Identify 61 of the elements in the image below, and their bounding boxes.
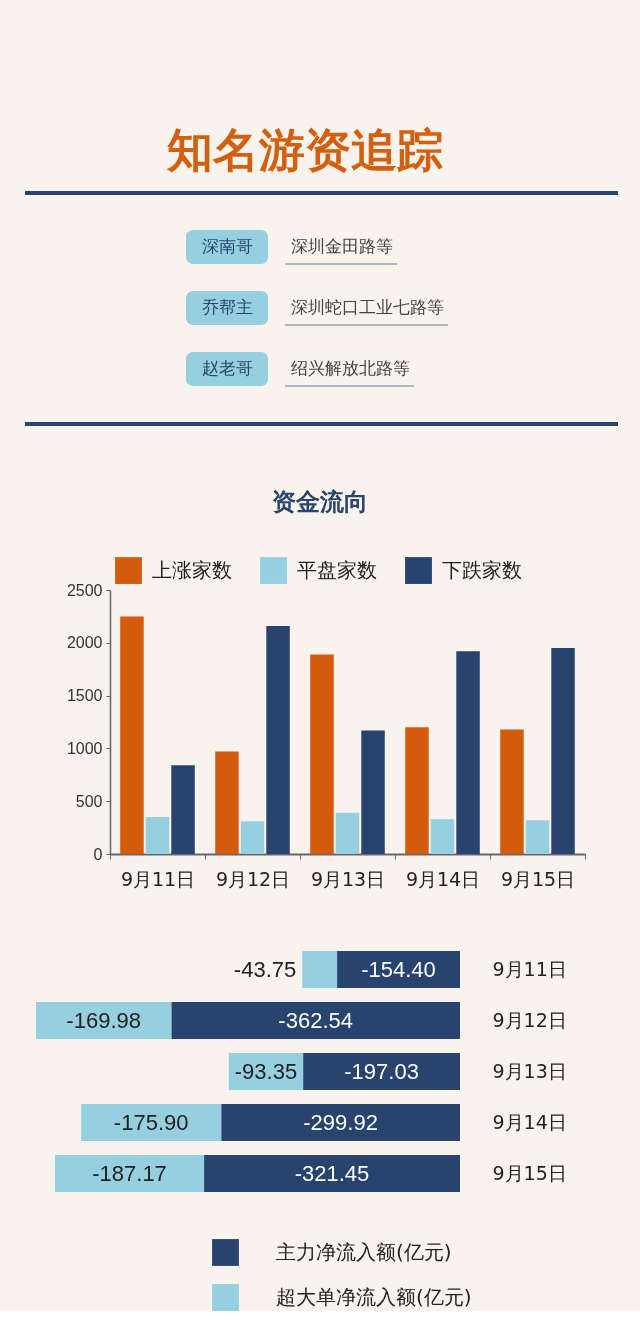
y-tick-label: 2000	[66, 634, 103, 652]
bar	[171, 1002, 460, 1039]
y-tick-label: 1500	[66, 687, 103, 705]
y-tick-label: 9月15日	[492, 1161, 567, 1184]
bar	[430, 819, 455, 854]
legend-label: 超大单净流入额(亿元)	[276, 1284, 472, 1309]
bar	[55, 1155, 205, 1192]
text: 赵老哥	[201, 358, 253, 378]
data-label: -43.75	[233, 956, 297, 982]
x-tick-label: 9月13日	[310, 867, 386, 890]
bar	[221, 1104, 460, 1141]
chart-title: 资金流向	[272, 488, 368, 516]
bar	[310, 654, 334, 854]
bar	[456, 651, 480, 854]
bar	[303, 1053, 460, 1090]
text: 知名游资追踪	[166, 123, 443, 177]
y-tick-label: 1000	[66, 739, 103, 757]
bar	[500, 729, 524, 854]
y-tick-label: 9月11日	[492, 957, 567, 980]
text: 深南哥	[201, 236, 253, 256]
bar	[302, 951, 338, 988]
data-label: -93.35	[234, 1058, 298, 1084]
bar	[335, 812, 360, 854]
text: 深圳蛇口工业七路等	[291, 297, 444, 317]
bar	[204, 1155, 460, 1192]
data-label: -362.54	[278, 1007, 353, 1033]
x-tick-label: 9月12日	[215, 867, 291, 890]
bar	[171, 765, 195, 854]
bar	[337, 951, 460, 988]
data-label: -154.40	[361, 956, 436, 982]
y-tick-label: 500	[75, 792, 103, 810]
data-label: -187.17	[92, 1160, 167, 1186]
y-tick-label: 9月12日	[492, 1008, 567, 1031]
data-label: -321.45	[294, 1160, 370, 1186]
text: 深圳金田路等	[291, 236, 393, 256]
x-tick-label: 9月14日	[405, 867, 481, 890]
legend-label: 平盘家数	[297, 557, 377, 582]
data-label: -197.03	[344, 1058, 419, 1084]
y-tick-label: 0	[93, 845, 103, 863]
text: 绍兴解放北路等	[291, 358, 410, 378]
bar	[145, 817, 170, 854]
bar	[240, 821, 265, 854]
data-label: -169.98	[66, 1007, 141, 1033]
data-label: -175.90	[113, 1109, 189, 1135]
bar	[120, 616, 144, 854]
data-label: -299.92	[303, 1109, 378, 1135]
bar	[215, 751, 239, 854]
bar	[551, 648, 575, 854]
y-tick-label: 2500	[66, 581, 103, 599]
y-tick-label: 9月14日	[492, 1110, 567, 1133]
legend-label: 主力净流入额(亿元)	[276, 1239, 452, 1264]
bar	[405, 727, 429, 854]
x-tick-label: 9月11日	[120, 867, 196, 890]
bar	[361, 730, 385, 854]
bar	[525, 820, 550, 854]
text: 乔帮主	[201, 297, 253, 317]
bar	[81, 1104, 222, 1141]
legend-label: 下跌家数	[442, 557, 522, 582]
bar	[266, 625, 290, 854]
legend-label: 上涨家数	[152, 557, 232, 582]
y-tick-label: 9月13日	[492, 1059, 567, 1082]
